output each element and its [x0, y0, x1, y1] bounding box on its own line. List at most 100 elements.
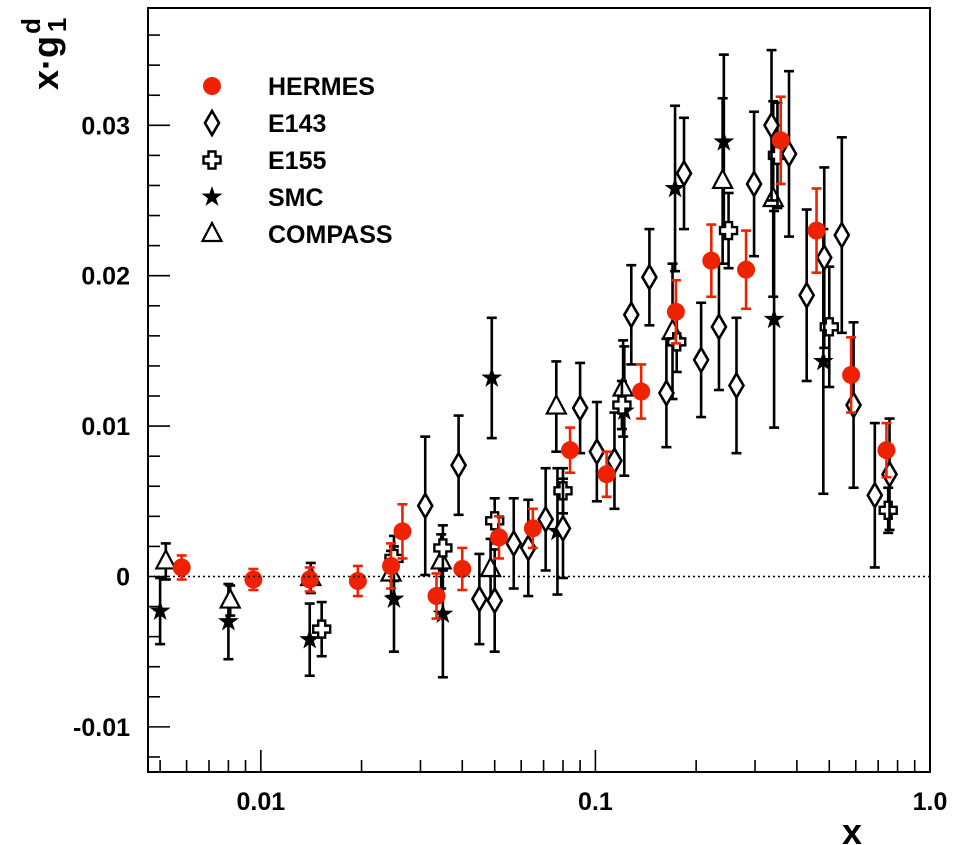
data-point [433, 538, 453, 558]
data-point [815, 243, 833, 273]
data-point [737, 260, 756, 279]
data-point [588, 437, 606, 467]
x-tick-label: 0.01 [236, 788, 285, 816]
data-point [807, 221, 826, 240]
data-point [718, 220, 739, 241]
plot-frame [147, 7, 931, 773]
data-point [798, 280, 816, 310]
data-point [486, 585, 504, 616]
data-point [393, 522, 412, 541]
data-point [745, 169, 763, 199]
data-point [657, 378, 675, 408]
data-point [881, 459, 899, 489]
data-point [544, 393, 568, 415]
data-point [149, 600, 171, 620]
data-point [771, 131, 790, 150]
legend-label: E155 [268, 147, 326, 175]
data-point [554, 513, 572, 543]
data-point [383, 588, 405, 608]
legend-entry-e143: E143 [203, 108, 326, 138]
data-point [479, 555, 502, 578]
data-point [484, 511, 505, 531]
data-point [450, 450, 468, 480]
data-point [833, 220, 851, 250]
y-tick-label: 0.01 [81, 413, 130, 441]
data-point [877, 441, 896, 460]
legend-marker [203, 108, 221, 138]
data-point [217, 610, 239, 631]
data-point [432, 603, 454, 623]
data-point [675, 158, 693, 189]
series-hermes [172, 95, 896, 620]
data-point [481, 366, 503, 387]
data-point [244, 570, 263, 589]
x-tick-label: 0.1 [578, 788, 613, 816]
data-point [819, 317, 839, 337]
data-point [780, 139, 798, 169]
data-point [489, 528, 508, 547]
legend-entry-compass: COMPASS [200, 220, 393, 249]
data-point [711, 167, 734, 190]
data-point [632, 382, 651, 401]
data-point [348, 572, 367, 590]
data-point [427, 587, 446, 606]
legend-entry-e155: E155 [202, 147, 326, 175]
legend-entry-smc: SMC [201, 184, 324, 212]
data-point [710, 312, 728, 342]
x-tick-label: 1.0 [913, 788, 948, 816]
data-point [416, 491, 434, 521]
data-point [505, 528, 523, 558]
legend-label: SMC [268, 184, 324, 212]
data-point [702, 251, 721, 270]
legend-marker [201, 186, 223, 206]
legend-marker [200, 220, 224, 243]
legend-marker [203, 77, 221, 95]
legend-entry-hermes: HERMES [203, 73, 375, 101]
data-point [666, 302, 685, 321]
data-point [311, 619, 332, 639]
series-e155 [311, 101, 898, 658]
data-point [218, 587, 242, 609]
data-point [812, 350, 834, 371]
data-point [299, 628, 321, 649]
legend-label: E143 [268, 110, 326, 138]
y-tick-label: -0.01 [73, 714, 130, 742]
y-tick-label: 0.02 [81, 263, 130, 291]
data-point [537, 504, 555, 534]
data-point [453, 559, 472, 578]
y-tick-label: 0.03 [81, 112, 130, 140]
data-point [154, 548, 178, 570]
data-point [763, 308, 785, 329]
data-point [429, 548, 453, 570]
plot-area [149, 48, 899, 679]
legend-marker [202, 150, 222, 170]
data-point [571, 393, 589, 423]
data-point [763, 110, 781, 140]
data-point [300, 570, 319, 589]
legend: HERMES E143 E155 SMC COMPASS [200, 73, 393, 249]
data-point [597, 465, 616, 484]
data-point [172, 558, 191, 577]
data-point [622, 300, 640, 330]
legend-label: HERMES [268, 73, 375, 101]
data-point [470, 584, 488, 614]
data-point [523, 519, 542, 538]
y-tick-label: 0 [116, 563, 130, 591]
legend-label: COMPASS [268, 221, 393, 249]
data-point [561, 441, 580, 460]
data-point [612, 395, 632, 415]
data-point [878, 500, 898, 521]
data-point [664, 177, 686, 198]
data-point [692, 345, 710, 375]
axes: 0.01 0.1 1.0 -0.01 0 0.01 0.02 0.03 x x·gd1 [16, 7, 948, 845]
data-point [640, 262, 658, 292]
y-axis-title: x·gd1 [16, 18, 72, 90]
data-point [727, 370, 745, 401]
data-point [842, 365, 861, 384]
data-point [761, 185, 785, 208]
series-e143 [416, 48, 899, 653]
data-point [866, 480, 884, 510]
svg-text:x·gd1: x·gd1 [16, 18, 72, 90]
x-axis-title: x [842, 811, 862, 845]
